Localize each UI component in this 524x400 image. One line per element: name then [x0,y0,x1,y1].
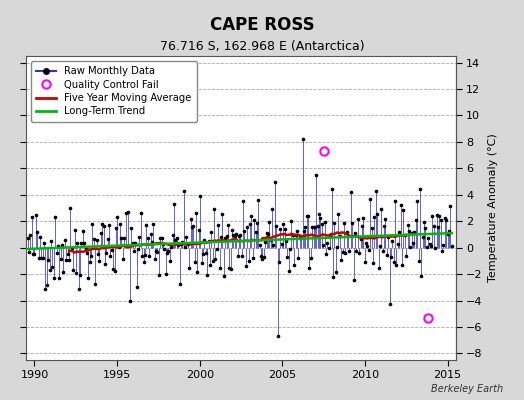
Y-axis label: Temperature Anomaly (°C): Temperature Anomaly (°C) [488,134,498,282]
Text: Berkeley Earth: Berkeley Earth [431,384,503,394]
Legend: Raw Monthly Data, Quality Control Fail, Five Year Moving Average, Long-Term Tren: Raw Monthly Data, Quality Control Fail, … [31,61,196,122]
Text: 76.716 S, 162.968 E (Antarctica): 76.716 S, 162.968 E (Antarctica) [160,40,364,53]
Text: CAPE ROSS: CAPE ROSS [210,16,314,34]
